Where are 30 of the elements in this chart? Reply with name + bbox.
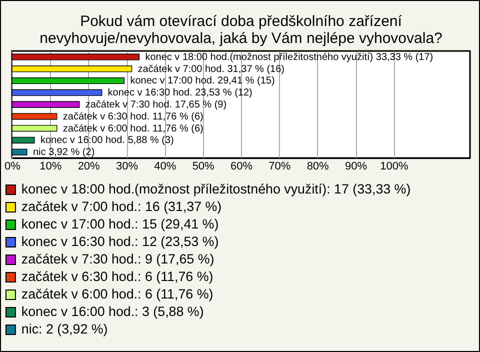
data-label: začátek v 7:00 hod. 31,37 % (16)	[138, 64, 284, 75]
chart-title: Pokud vám otevírací doba předškolního zařízení nevyhovuje/nevyhovovala, jaká by Vám nejlépe vyhovovala?	[40, 13, 442, 47]
data-label: konec v 16:00 hod. 5,88 % (3)	[40, 135, 174, 146]
x-tick-label: 20%	[78, 160, 100, 172]
x-tick-label: 0%	[4, 160, 21, 172]
data-label: nic 3,92 % (2)	[32, 147, 95, 158]
legend-label: konec v 18:00 hod.(možnost příležitostného využití): 17 (33,33 %)	[21, 182, 411, 197]
data-label: konec v 17:00 hod. 29,41 % (15)	[130, 76, 275, 87]
legend-label: začátek v 6:00 hod.: 6 (11,76 %)	[21, 286, 214, 302]
x-tick-label: 10%	[40, 160, 62, 172]
legend-label: začátek v 7:30 hod.: 9 (17,65 %)	[21, 252, 214, 267]
legend-label: konec v 17:00 hod.: 15 (29,41 %)	[21, 216, 219, 232]
x-tick-label: 50%	[192, 160, 215, 172]
data-label: konec v 16:30 hod. 23,53 % (12)	[108, 88, 252, 99]
x-tick-label: 70%	[268, 160, 291, 172]
data-label: začátek v 7:30 hod. 17,65 % (9)	[85, 100, 227, 110]
data-label: začátek v 6:30 hod. 11,76 % (6)	[62, 111, 204, 122]
legend-label: konec v 16:00 hod.: 3 (5,88 %)	[21, 304, 204, 320]
legend-label: začátek v 7:00 hod.: 16 (31,37 %)	[21, 199, 222, 214]
legend-label: začátek v 6:30 hod.: 6 (11,76 %)	[21, 269, 214, 284]
x-tick-label: 60%	[230, 160, 253, 172]
legend-label: konec v 16:30 hod.: 12 (23,53 %)	[21, 234, 219, 250]
data-label: konec v 18:00 hod.(možnost příležitostného využití) 33,33 % (17)	[145, 52, 434, 63]
x-tick-label: 100%	[380, 160, 408, 172]
data-label: začátek v 6:00 hod. 11,76 % (6)	[62, 123, 204, 134]
x-tick-label: 90%	[344, 160, 368, 172]
x-tick-label: 80%	[306, 160, 330, 172]
x-tick-label: 40%	[154, 160, 176, 172]
x-tick-label: 30%	[116, 160, 138, 172]
legend-label: nic: 2 (3,92 %)	[21, 322, 108, 337]
